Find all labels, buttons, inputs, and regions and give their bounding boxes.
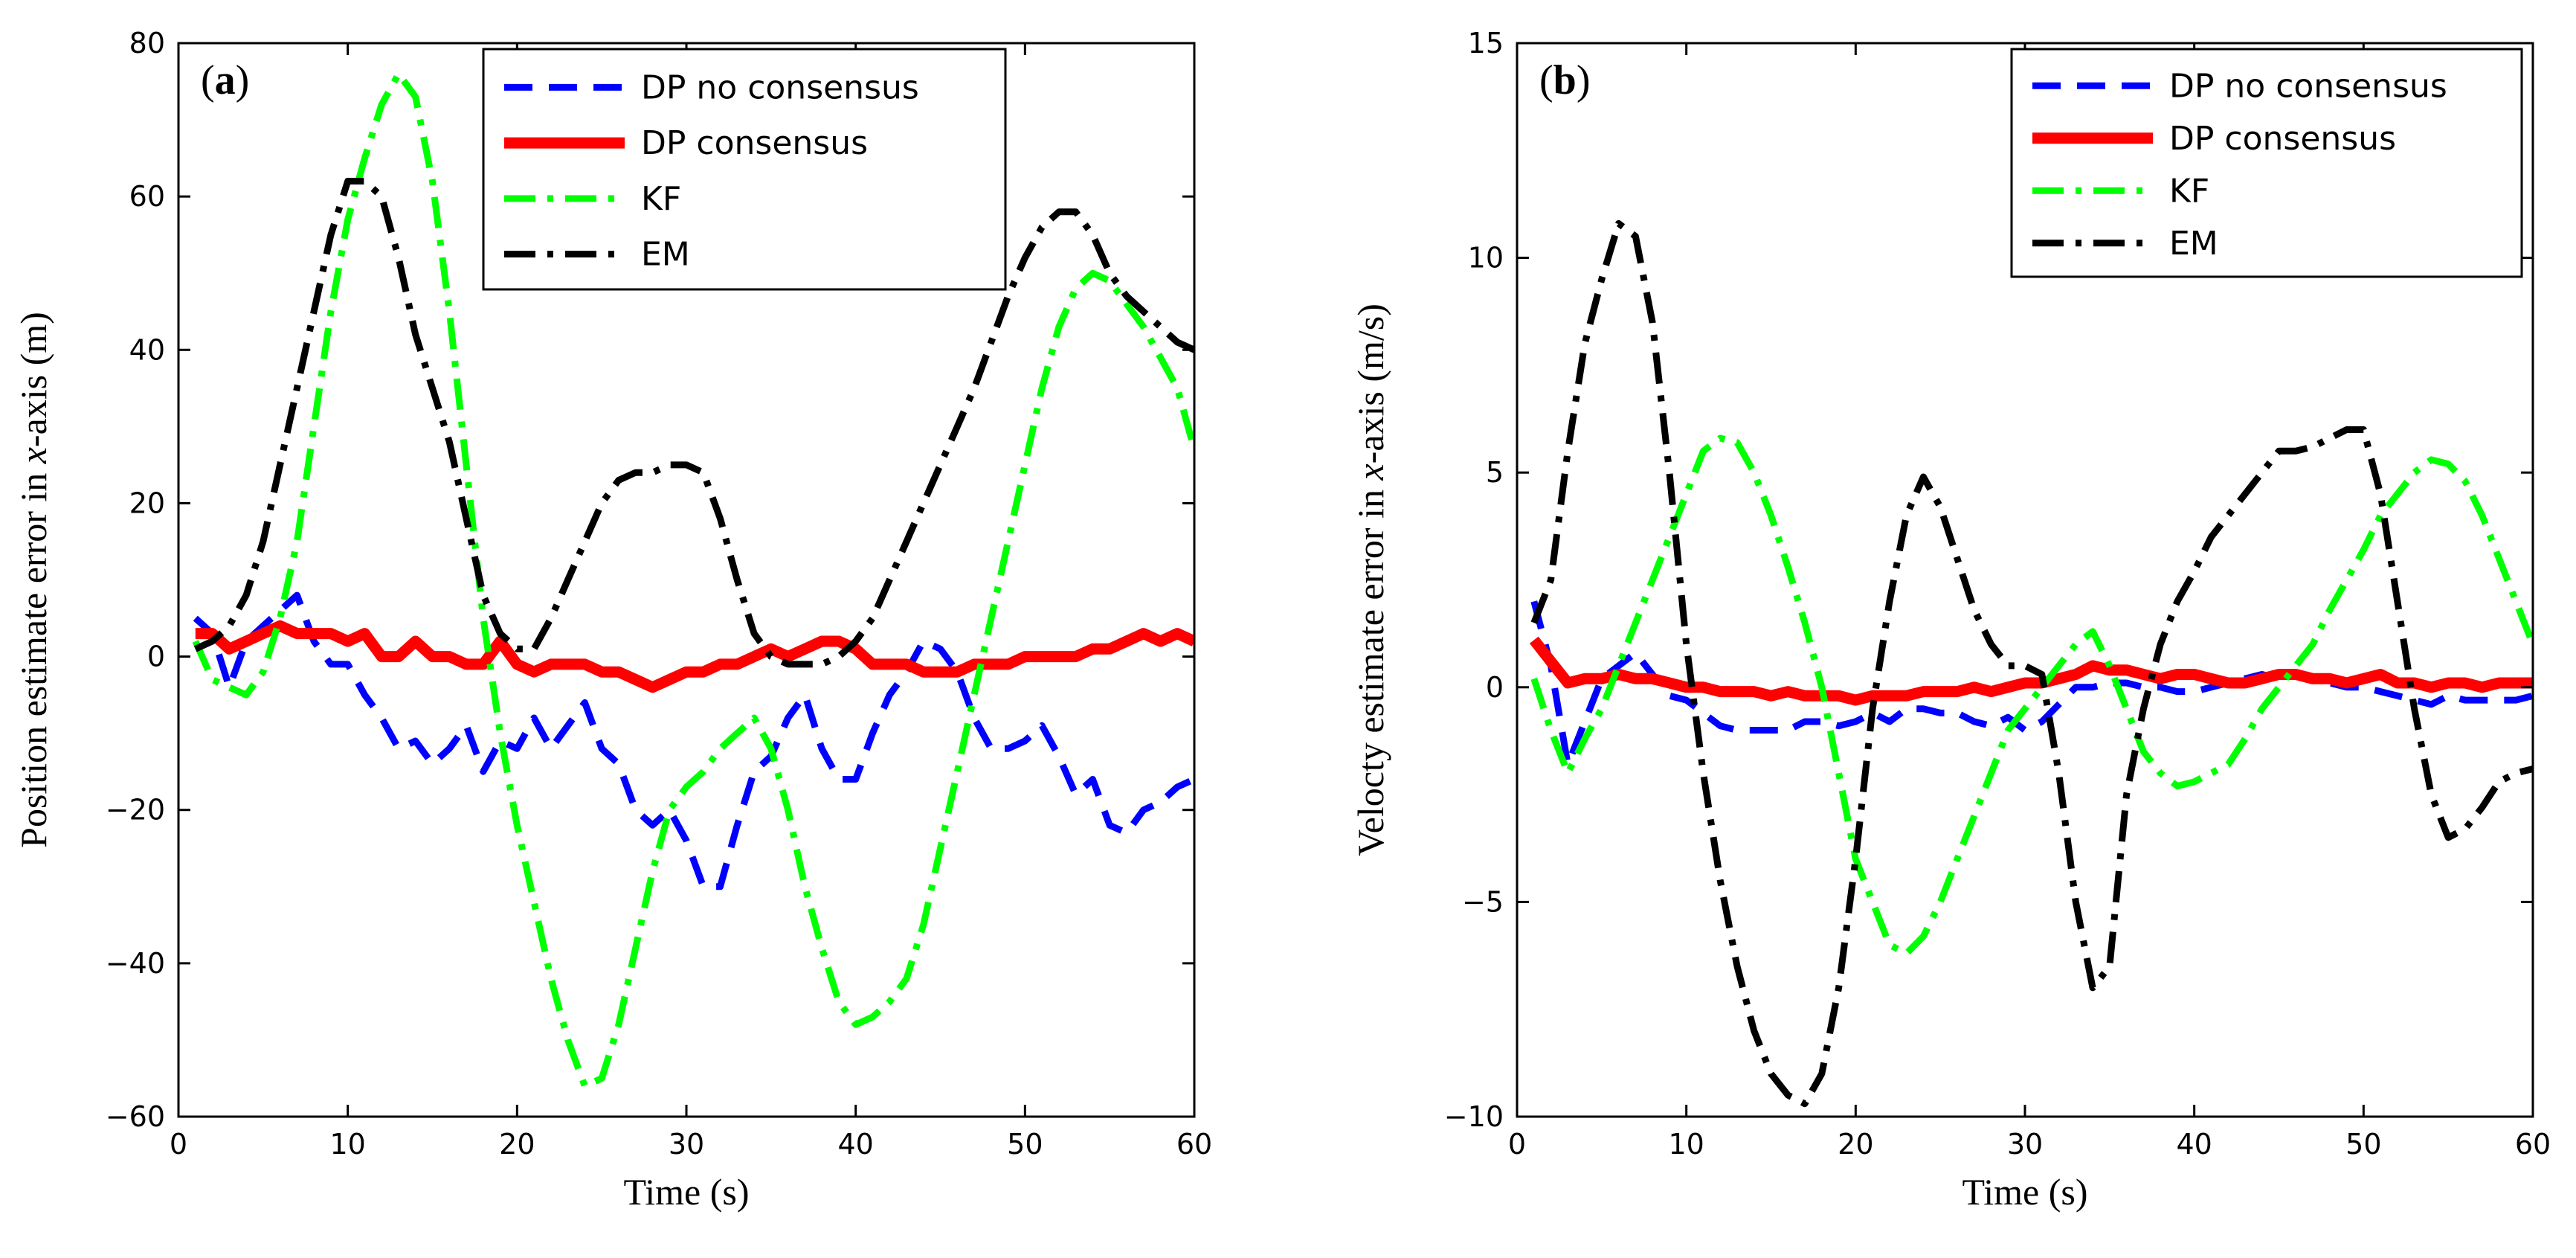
series-line-dp-consensus [1529, 636, 2533, 706]
legend-label: DP no consensus [2169, 67, 2447, 105]
y-tick-label: 80 [129, 27, 165, 60]
x-tick-label: 60 [2515, 1128, 2551, 1161]
legend-label: DP consensus [641, 124, 868, 162]
panel-label: (b) [1539, 57, 1590, 103]
y-tick-label: 20 [129, 487, 165, 519]
x-tick-label: 50 [1007, 1128, 1043, 1161]
y-tick-label: −40 [106, 947, 165, 980]
legend-label: DP consensus [2169, 120, 2396, 158]
legend-label: KF [2169, 172, 2209, 210]
legend: DP no consensus DP consensus KF EM [482, 48, 1007, 291]
y-tick-label: 40 [129, 333, 165, 366]
x-tick-label: 0 [1508, 1128, 1526, 1161]
legend-label: EM [2169, 225, 2218, 263]
x-axis-title: Time (s) [623, 1171, 749, 1213]
y-tick-label: 60 [129, 180, 165, 213]
legend-label: KF [641, 180, 681, 218]
x-tick-label: 60 [1176, 1128, 1212, 1161]
x-tick-label: 0 [170, 1128, 187, 1161]
panel-label: (a) [201, 57, 249, 103]
series-line-dp-consensus [195, 620, 1194, 693]
series-line-kf [192, 70, 1194, 1090]
series-line-em [1530, 219, 2533, 1108]
x-tick-label: 40 [837, 1128, 873, 1161]
x-tick-label: 40 [2176, 1128, 2212, 1161]
x-axis-title: Time (s) [1962, 1171, 2087, 1213]
series-line-kf [1530, 434, 2533, 957]
y-tick-label: −5 [1462, 885, 1504, 918]
series-line-em [193, 178, 1194, 668]
y-axis-title: Position estimate error in x-axis (m) [13, 312, 54, 848]
x-tick-label: 20 [1838, 1128, 1873, 1161]
legend-label: EM [641, 236, 690, 274]
y-tick-label: 5 [1486, 456, 1504, 489]
y-tick-label: 0 [1486, 671, 1504, 704]
x-tick-label: 10 [1668, 1128, 1704, 1161]
y-axis-title: Velocty estimate error in x-axis (m/s) [1350, 304, 1391, 856]
x-tick-label: 30 [669, 1128, 704, 1161]
x-tick-label: 50 [2345, 1128, 2381, 1161]
x-tick-label: 10 [329, 1128, 365, 1161]
legend: DP no consensus DP consensus KF EM [2010, 48, 2523, 278]
legend-label: DP no consensus [641, 68, 919, 106]
y-tick-label: 0 [147, 641, 165, 673]
y-tick-label: −20 [106, 794, 165, 827]
series-line-dp-no-consensus [193, 591, 1194, 890]
y-tick-label: −60 [106, 1100, 165, 1133]
y-tick-label: 15 [1468, 27, 1504, 60]
y-tick-label: −10 [1444, 1100, 1504, 1133]
y-tick-label: 10 [1468, 242, 1504, 275]
x-tick-label: 20 [499, 1128, 535, 1161]
x-tick-label: 30 [2007, 1128, 2043, 1161]
chart-panel-a: 0 10 20 30 40 50 60 −60 −40 −20 0 20 40 60 80 Time (s) P… [13, 27, 1212, 1213]
chart-panel-b: 0 10 20 30 40 50 60 −10 −5 0 5 10 15 Time (s) Velocty … [1350, 27, 2551, 1213]
